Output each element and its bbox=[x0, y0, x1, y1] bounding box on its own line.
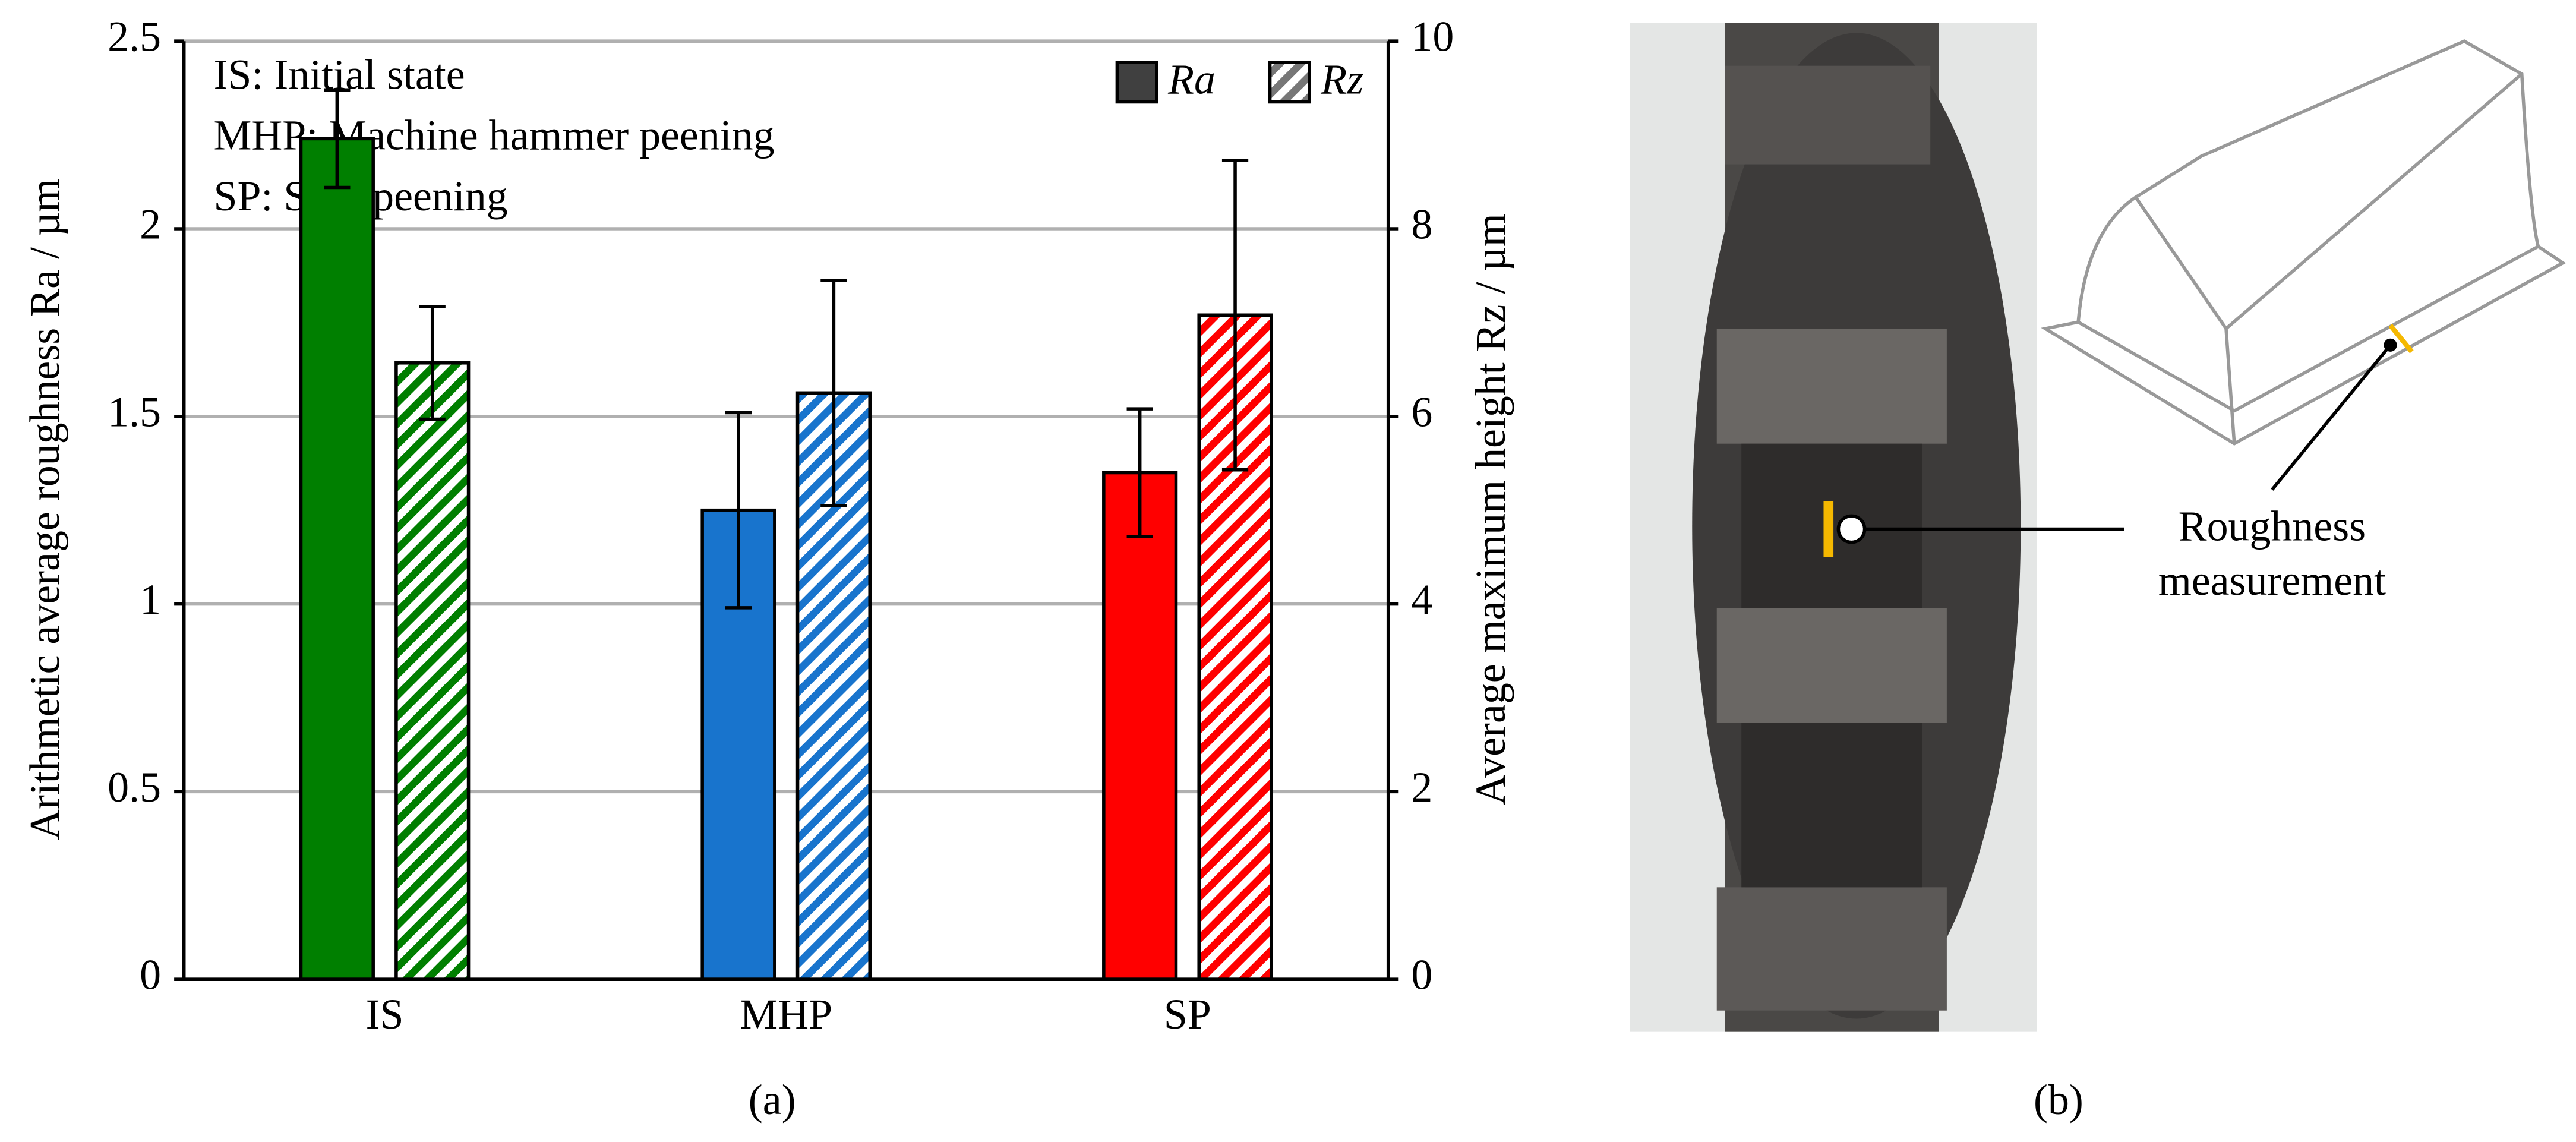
y-tick-label: 0 bbox=[140, 951, 161, 999]
caption: (b) bbox=[2034, 1076, 2083, 1124]
y2-tick-label: 0 bbox=[1411, 951, 1432, 999]
bar bbox=[394, 361, 471, 981]
y2-tick-label: 6 bbox=[1411, 388, 1432, 436]
bar bbox=[1102, 471, 1178, 981]
gear-photo bbox=[1630, 23, 2124, 1032]
legend-label: Rz bbox=[1320, 56, 1363, 103]
y2-tick-label: 2 bbox=[1411, 764, 1432, 811]
y2-tick-label: 4 bbox=[1411, 576, 1432, 623]
x-tick-label: IS bbox=[366, 990, 404, 1038]
bar bbox=[299, 137, 375, 981]
legend-swatch bbox=[1115, 61, 1158, 104]
label: measurement bbox=[2158, 557, 2386, 604]
error-bar bbox=[820, 279, 847, 507]
y2-tick-label: 8 bbox=[1411, 200, 1432, 248]
error-bar bbox=[725, 411, 752, 610]
y-axis-label: Arithmetic average roughness Ra / µm bbox=[21, 179, 68, 840]
y-tick-label: 0.5 bbox=[108, 764, 161, 811]
error-bar bbox=[324, 88, 351, 190]
caption: (a) bbox=[749, 1076, 796, 1124]
legend-label: Ra bbox=[1167, 56, 1216, 103]
legend-swatch bbox=[1268, 61, 1311, 104]
annotation: MHP: Machine hammer peening bbox=[213, 112, 774, 159]
x-tick-label: MHP bbox=[740, 990, 832, 1038]
y2-tick-label: 10 bbox=[1411, 13, 1454, 61]
y2-axis-label: Average maximum height Rz / µm bbox=[1467, 213, 1514, 805]
x-tick-label: SP bbox=[1164, 990, 1211, 1038]
y-tick-label: 2.5 bbox=[108, 13, 161, 61]
label: Roughness bbox=[2179, 503, 2366, 550]
tooth-sketch bbox=[2041, 39, 2566, 446]
error-bar bbox=[419, 305, 446, 421]
y-tick-label: 1 bbox=[140, 576, 161, 623]
error-bar bbox=[1126, 407, 1153, 538]
error-bar bbox=[1221, 158, 1249, 472]
y-tick-label: 1.5 bbox=[108, 388, 161, 436]
y-tick-label: 2 bbox=[140, 200, 161, 248]
leader bbox=[2271, 344, 2392, 491]
